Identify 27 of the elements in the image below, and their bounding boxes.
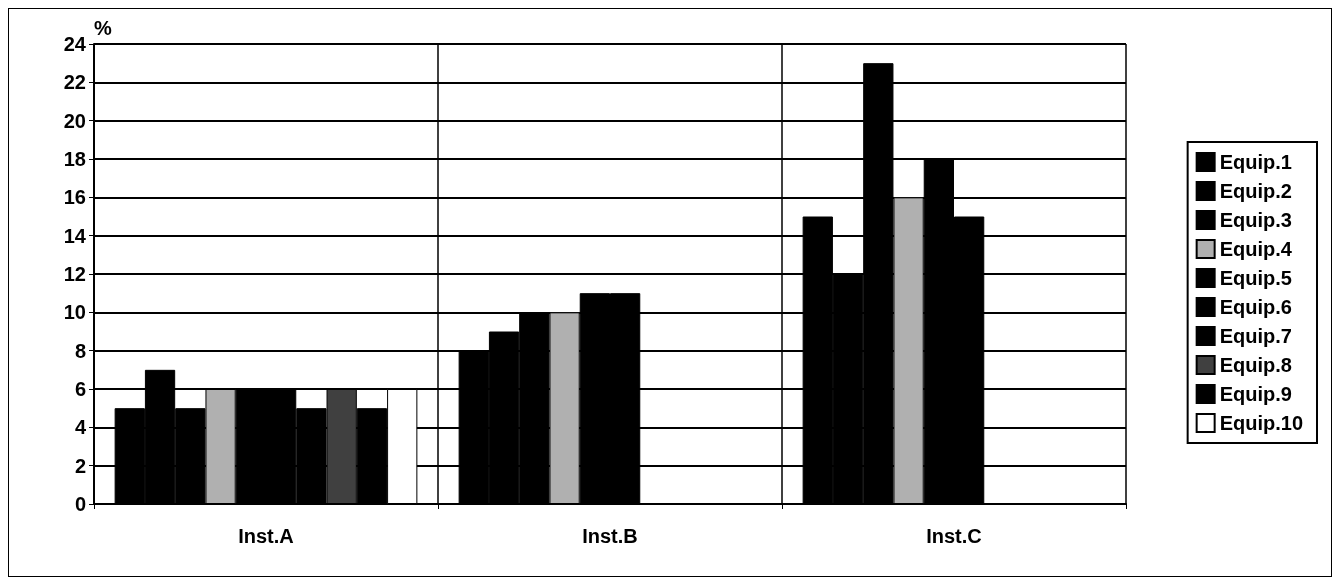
x-tick-label: Inst.B bbox=[582, 525, 638, 547]
y-tick-label: 8 bbox=[74, 339, 86, 362]
x-tick-label: Inst.C bbox=[926, 525, 982, 547]
y-axis-title: % bbox=[94, 17, 112, 39]
y-tick-label: 24 bbox=[63, 33, 87, 55]
y-tick-label: 6 bbox=[74, 378, 86, 400]
y-tick-label: 0 bbox=[74, 493, 86, 515]
x-tick-label: Inst.A bbox=[238, 525, 294, 547]
y-tick-label: 4 bbox=[74, 416, 87, 439]
legend-label: Equip.1 bbox=[1219, 151, 1292, 173]
legend-label: Equip.2 bbox=[1219, 180, 1292, 202]
y-tick-label: 12 bbox=[63, 263, 86, 285]
y-tick-label: 14 bbox=[63, 224, 87, 247]
legend-label: Equip.6 bbox=[1219, 296, 1292, 318]
y-tick-label: 10 bbox=[63, 301, 86, 324]
legend-label: Equip.5 bbox=[1219, 267, 1292, 289]
y-tick-label: 20 bbox=[63, 109, 86, 132]
y-tick-label: 2 bbox=[74, 454, 86, 477]
legend-label: Equip.10 bbox=[1219, 412, 1304, 434]
y-tick-label: 16 bbox=[63, 186, 86, 209]
y-tick-label: 22 bbox=[63, 71, 86, 94]
y-tick-label: 18 bbox=[63, 148, 86, 170]
legend-label: Equip.3 bbox=[1219, 209, 1292, 231]
legend-label: Equip.9 bbox=[1219, 383, 1292, 405]
legend-label: Equip.4 bbox=[1219, 238, 1293, 260]
legend-label: Equip.7 bbox=[1219, 325, 1292, 347]
legend-label: Equip.8 bbox=[1219, 354, 1292, 376]
